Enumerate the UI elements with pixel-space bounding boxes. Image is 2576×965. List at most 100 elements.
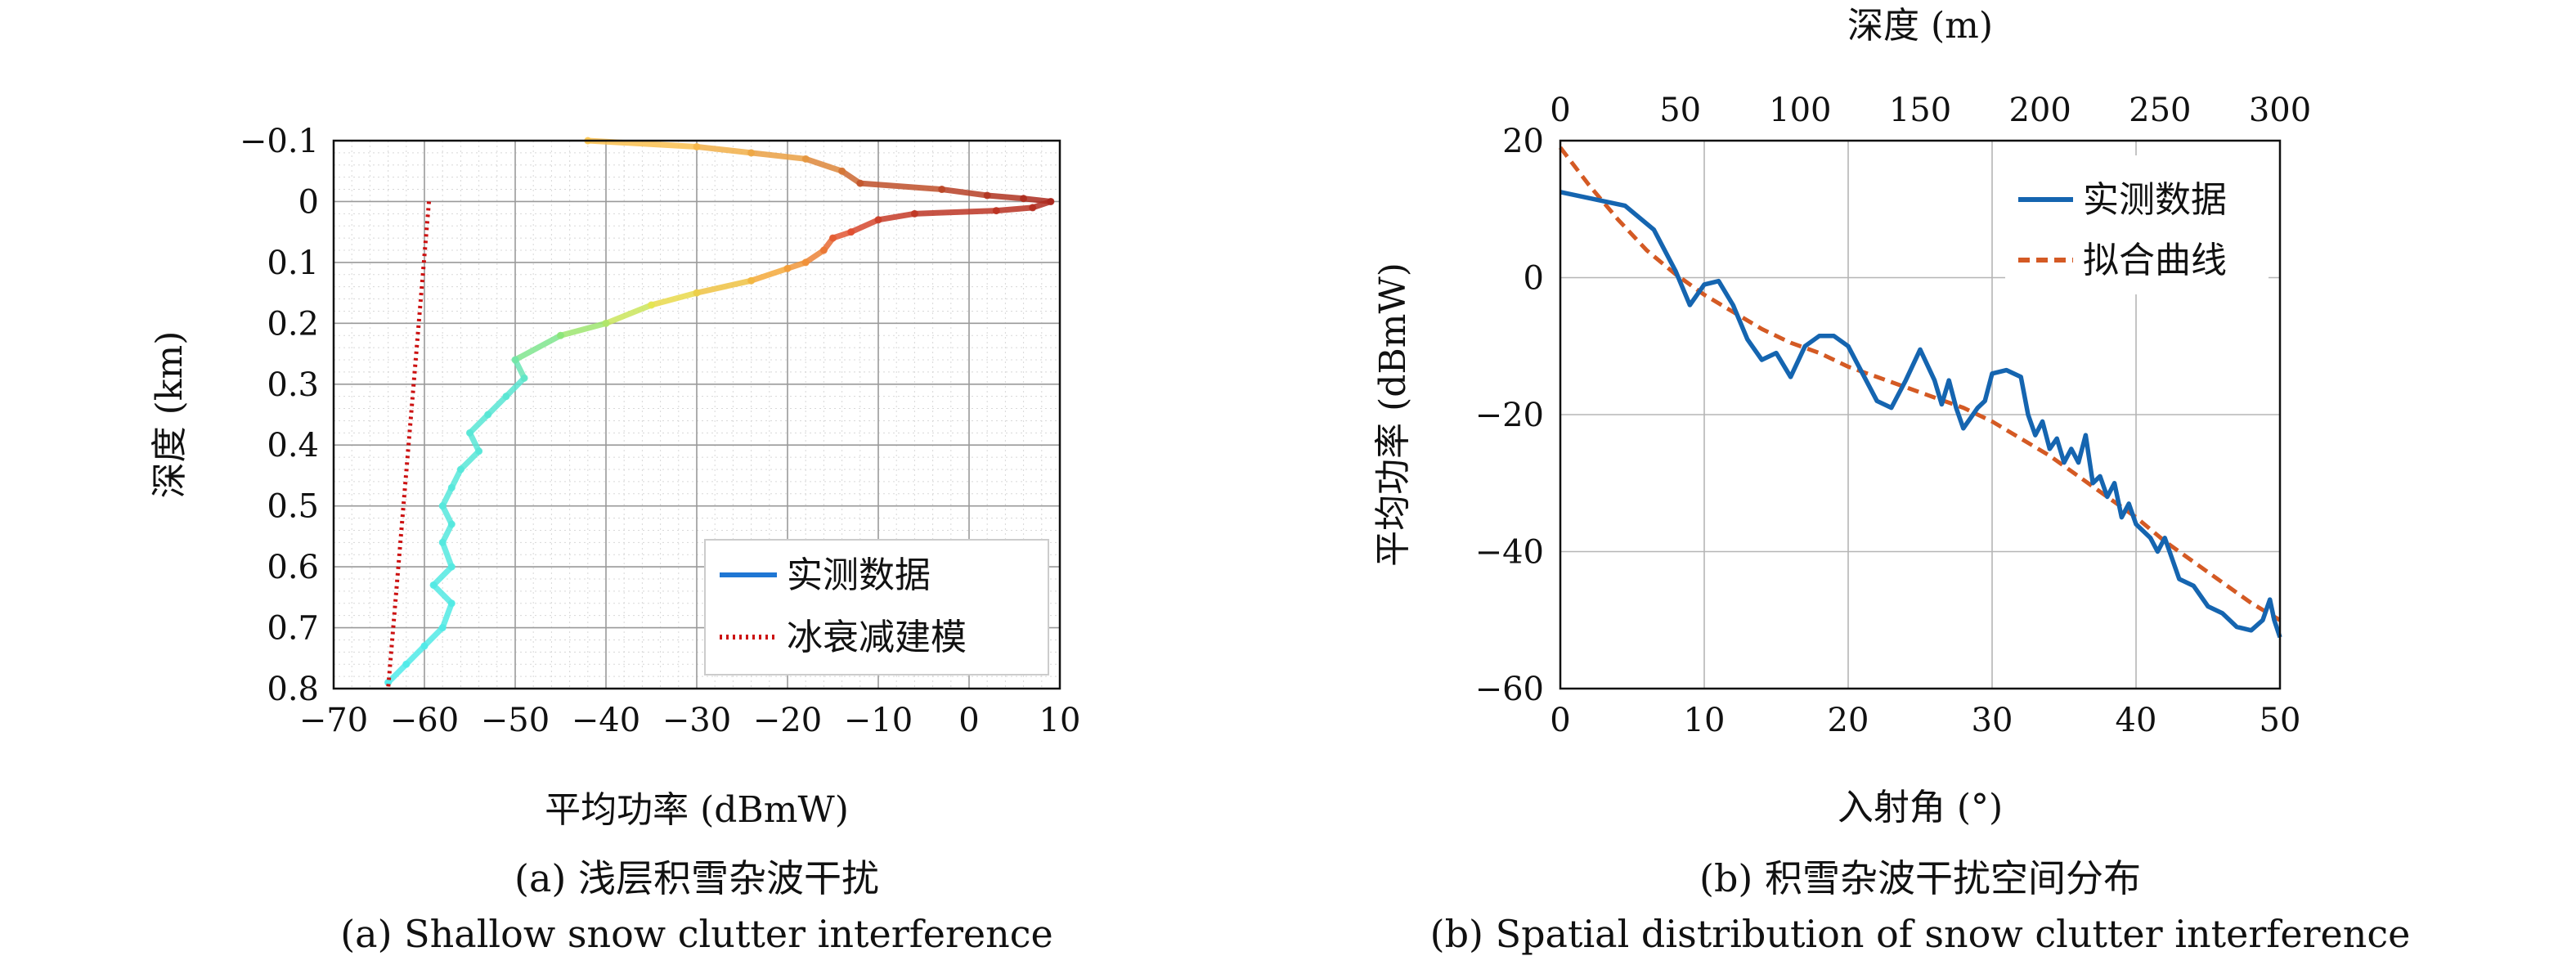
b-top-x-tick-label: 300 [2249,92,2311,129]
a-measured-point [511,356,519,364]
a-measured-segment [693,277,755,296]
a-measured-point [910,209,918,218]
a-y-tick-label: 0.1 [267,245,319,282]
a-measured-point [438,538,447,546]
b-y-tick-label: −60 [1475,671,1544,708]
a-measured-point [747,149,756,157]
a-x-tick-label: 10 [1039,702,1081,739]
a-measured-segment [802,155,846,174]
a-measured-point [829,234,837,242]
a-measured-point [447,520,456,528]
a-measured-segment [857,180,945,193]
a-model-line [386,201,432,689]
a-measured-point [693,289,701,297]
a-x-tick-label: −70 [299,702,368,739]
a-measured-point [438,624,447,632]
a-y-axis-label: 深度 (km) [149,331,191,499]
a-measured-segment [457,448,482,473]
a-measured-point [819,246,828,254]
b-legend-label-fit: 拟合曲线 [2083,240,2227,281]
b-top-x-tick-label: 150 [1889,92,1951,129]
b-x-tick-label: 50 [2260,702,2301,739]
b-top-x-tick-label: 100 [1769,92,1831,129]
a-x-axis-label: 平均功率 (dBmW) [545,789,849,831]
b-top-x-tick-label: 0 [1550,92,1570,129]
a-x-tick-label: −20 [753,702,822,739]
a-measured-segment [693,143,755,156]
a-measured-segment [648,290,700,308]
a-legend-label-model: 冰衰减建模 [787,617,967,658]
a-x-tick-label: −60 [390,702,459,739]
a-measured-point [484,411,492,419]
a-x-tick-label: −10 [844,702,913,739]
a-x-tick-label: 0 [958,702,979,739]
a-caption-cn: (a) 浅层积雪杂波干扰 [514,856,879,900]
a-measured-point [466,429,473,437]
a-measured-point [438,502,447,510]
a-measured-point [429,581,438,589]
a-measured-point [648,301,655,309]
b-y-tick-labels: 20 0 −20 −40 −60 [1475,123,1544,708]
b-x-axis-label: 入射角 (°) [1838,787,2003,828]
a-measured-segment [439,600,455,631]
a-measured-point [475,447,483,456]
a-measured-point [557,331,564,339]
a-measured-point [420,642,429,650]
a-measured-segment [939,186,990,199]
a-legend: 实测数据 冰衰减建模 [704,539,1049,676]
a-measured-point [1020,195,1028,203]
b-top-x-axis-label: 深度 (m) [1847,5,1993,47]
b-top-x-tick-label: 250 [2129,92,2191,129]
a-measured-point [502,393,510,401]
a-measured-point [874,216,882,224]
a-measured-point [801,258,810,267]
a-x-tick-label: −30 [662,702,731,739]
a-legend-box [704,539,1049,676]
a-legend-label-measured: 实测数据 [787,554,931,596]
a-measured-point [783,264,792,272]
a-measured-point [693,142,701,150]
a-y-tick-label: −0.1 [240,123,319,160]
panel-a-depth-profile: −70 −60 −50 −40 −30 −20 −10 0 10 −0.1 0 0.1 0.2 0.3 0… [149,123,1080,956]
b-x-tick-label: 30 [1972,702,2013,739]
a-y-tick-labels: −0.1 0 0.1 0.2 0.3 0.4 0.5 0.6 0.7 0.8 [240,123,319,708]
b-y-tick-label: −40 [1475,534,1544,572]
b-x-tick-label: 20 [1828,702,1869,739]
a-measured-segment [993,204,1036,214]
a-measured-point [856,179,864,187]
a-measured-point [847,228,855,236]
a-measured-segment [512,332,563,363]
b-x-tick-label: 0 [1550,702,1570,739]
a-series-layer [384,137,1055,689]
a-measured-segment [467,411,491,436]
a-measured-segment [430,581,455,607]
a-measured-segment [748,265,791,284]
a-measured-segment [603,302,654,326]
a-measured-point [938,186,946,194]
a-x-tick-labels: −70 −60 −50 −40 −30 −20 −10 0 10 [299,702,1081,739]
a-measured-segment [403,643,428,667]
b-y-tick-label: −20 [1475,397,1544,434]
a-plot-frame [332,139,1061,690]
b-plot-frame [1559,139,2282,690]
a-measured-segment [439,539,455,570]
b-x-tick-labels: 0 10 20 30 40 50 [1550,702,2300,739]
panel-b-spatial-distribution: 0 10 20 30 40 50 0 50 100 150 200 250 300 200−20−40… [1372,5,2410,956]
a-measured-point [1047,197,1055,205]
a-measured-point [447,599,456,608]
b-series-layer [1559,146,2282,639]
b-legend-label-measured: 实测数据 [2083,179,2227,221]
b-top-x-tick-labels: 0 50 100 150 200 250 300 [1550,92,2311,129]
a-y-tick-label: 0.2 [267,305,319,343]
b-y-axis-label: 平均功率 (dBmW) [1372,263,1414,567]
a-measured-segment [485,393,509,418]
b-fit-line [1559,146,2282,622]
a-y-tick-label: 0.3 [267,366,319,404]
a-measured-segment [558,320,609,339]
b-top-x-tick-label: 50 [1659,92,1701,129]
a-x-tick-label: −40 [572,702,640,739]
b-caption-cn: (b) 积雪杂波干扰空间分布 [1699,856,2141,900]
b-measured-line [1560,190,2282,639]
b-y-tick-label: 0 [1524,260,1544,298]
